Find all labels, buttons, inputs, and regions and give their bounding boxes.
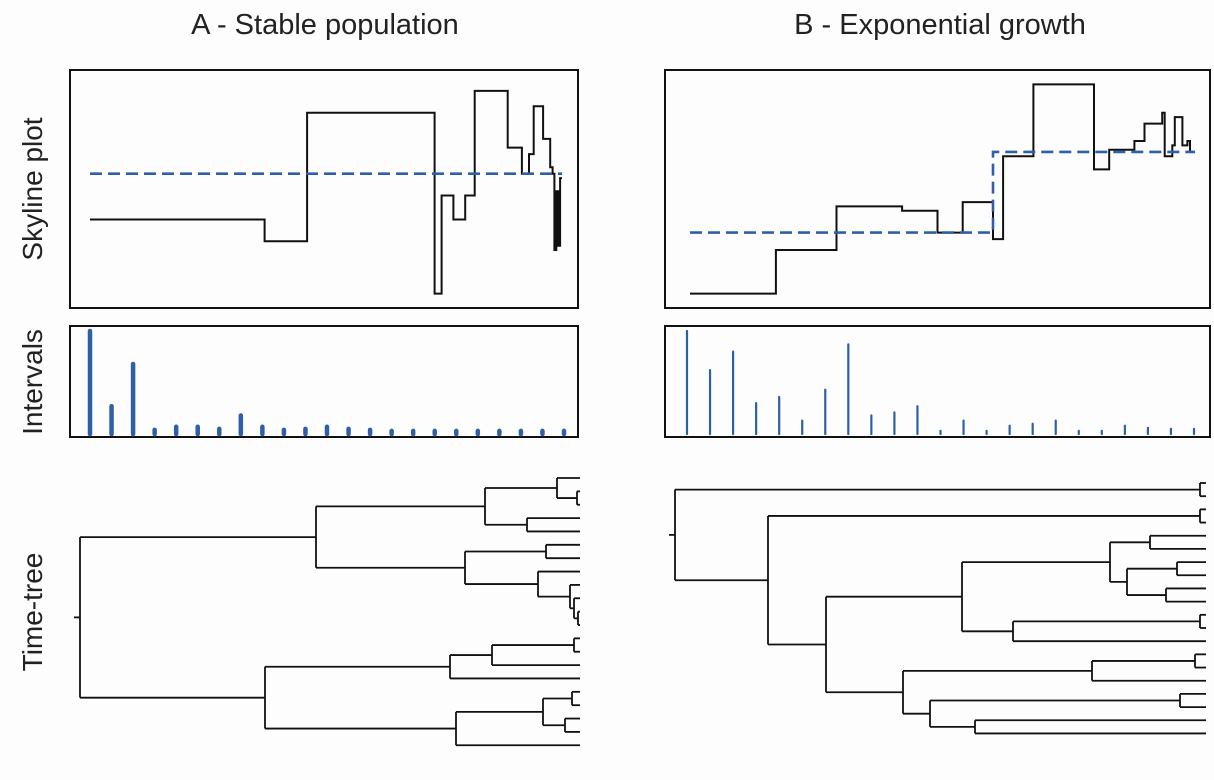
panel-b-title: B - Exponential growth [794, 9, 1086, 41]
panel-b-skyline-plot [690, 83, 1195, 295]
panel-a-time-tree [74, 477, 580, 747]
skyline-mean-dashed-line [690, 150, 1195, 234]
skyline-row-label: Skyline plot [17, 117, 48, 260]
panel-a-intervals-bars [87, 328, 567, 437]
panel-b-intervals-bars [685, 329, 1196, 436]
panel-a-title: A - Stable population [191, 9, 459, 41]
panel-b-skyline-frame [664, 69, 1211, 309]
panel-a-skyline-plot [90, 89, 562, 295]
panel-b-time-tree [669, 482, 1206, 735]
intervals-row-label: Intervals [17, 329, 48, 435]
panel-a-intervals-frame [69, 325, 579, 438]
time-tree-row-label: Time-tree [17, 553, 48, 672]
panel-b-intervals-frame [664, 325, 1211, 438]
panel-a-skyline-frame [69, 69, 579, 309]
skyline-step-line [90, 89, 562, 295]
skyline-step-line [690, 83, 1195, 295]
